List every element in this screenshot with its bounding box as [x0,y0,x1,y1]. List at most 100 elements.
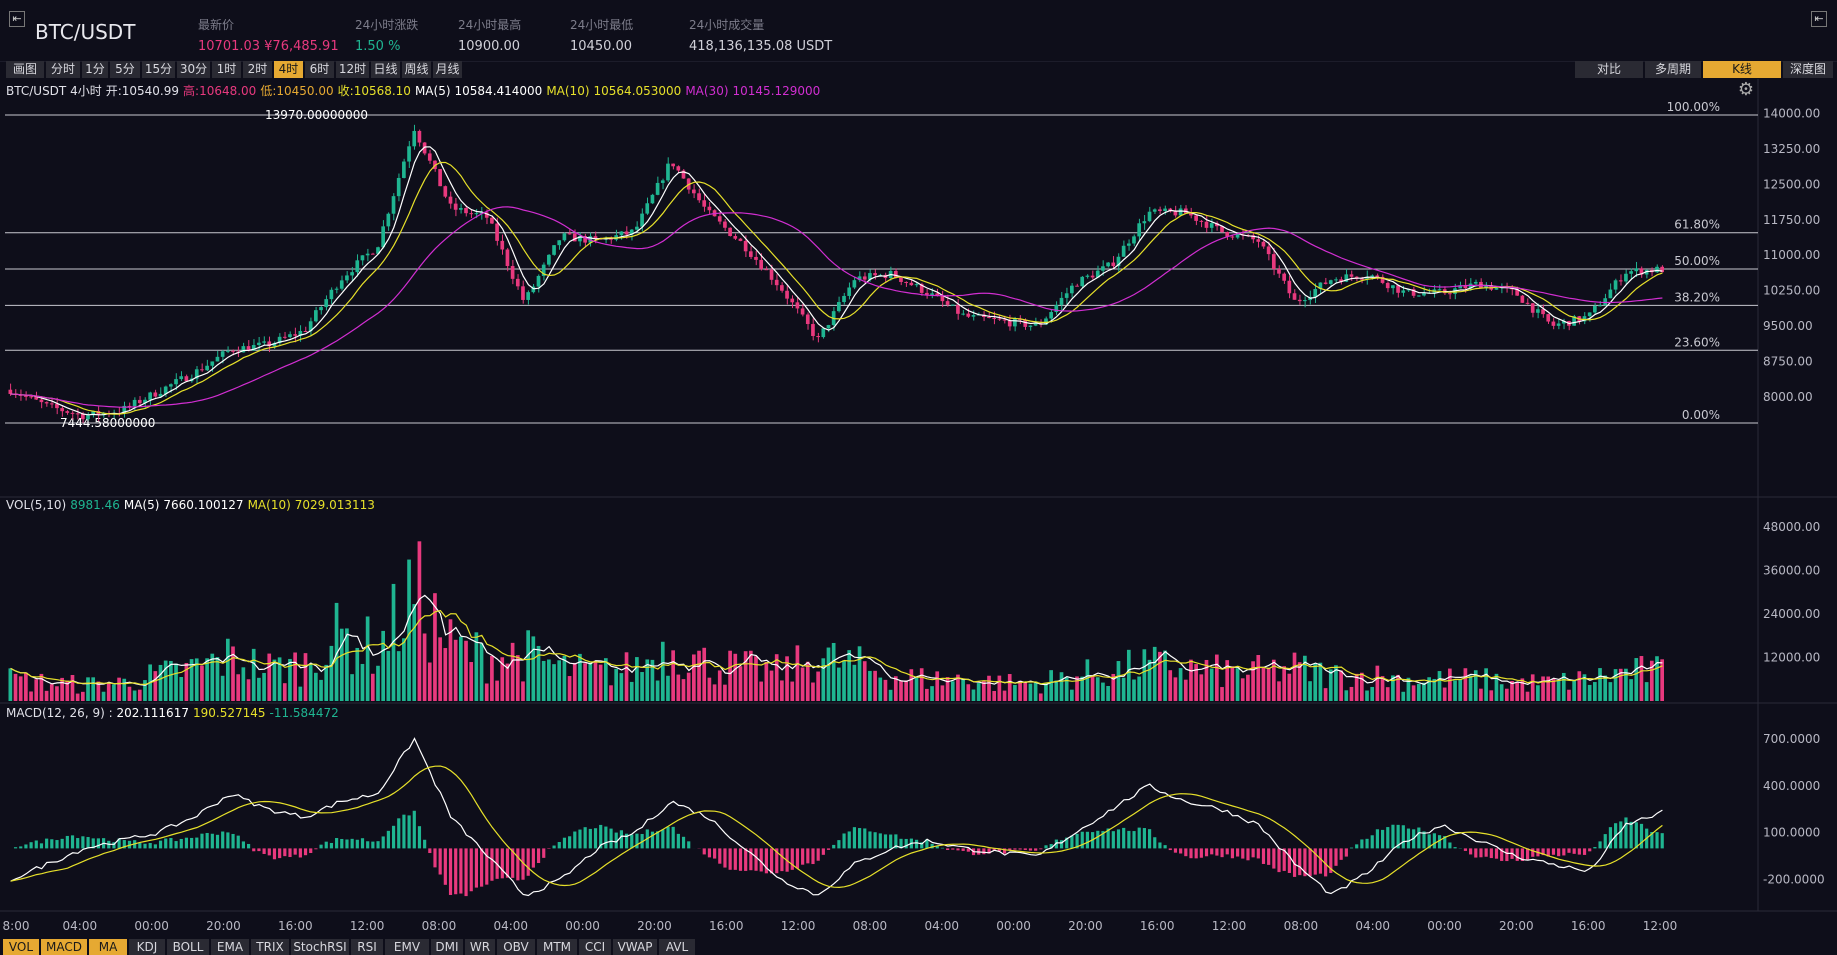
price-tick-label: 11750.00 [1763,213,1820,227]
timeframe-7[interactable]: 2时 [243,61,272,78]
indicator-mtm[interactable]: MTM [537,939,577,955]
volume-bar [1649,660,1654,701]
candle-body [774,279,779,286]
timeframe-4[interactable]: 15分 [142,61,175,78]
candle-body [847,287,852,296]
macd-histogram-bar [863,828,867,849]
indicator-trix[interactable]: TRIX [251,939,289,955]
macd-histogram-bar [174,841,178,849]
timeframe-1[interactable]: 分时 [46,61,80,78]
macd-histogram-bar [842,833,846,849]
kline-chart[interactable]: 14000.00 13250.00 12500.00 11750.00 11000.00… [0,79,1837,937]
macd-histogram-bar [713,848,717,859]
timeframe-11[interactable]: 日线 [371,61,400,78]
max-price-label: 13970.00000000 [265,108,368,122]
candle-body [692,189,696,194]
macd-histogram-bar [992,848,996,851]
macd-histogram-bar [1557,848,1561,857]
macd-histogram-bar [707,848,712,858]
volume-bar [578,653,582,701]
candle-body [453,203,458,210]
volume-bar [443,648,448,701]
volume-bar [1624,668,1628,701]
volume-bar [909,669,914,701]
indicator-rsi[interactable]: RSI [351,939,383,955]
indicator-vol[interactable]: VOL [3,939,39,955]
macd-histogram-bar [1059,840,1064,849]
volume-bar [438,637,442,701]
candle-body [490,217,494,224]
macd-histogram-bar [1484,848,1488,857]
timeframe-12[interactable]: 周线 [402,61,431,78]
macd-histogram-bar [500,848,504,879]
macd-histogram-bar [894,834,898,849]
volume-bar [1453,680,1457,701]
vol-ma5: 7660.100127 [163,498,244,512]
indicator-vwap[interactable]: VWAP [613,939,657,955]
macd-histogram-bar [13,847,18,849]
timeframe-5[interactable]: 30分 [177,61,210,78]
indicator-stochrsi[interactable]: StochRSI [291,939,349,955]
collapse-left-icon[interactable]: ⇤ [9,11,25,27]
indicator-dmi[interactable]: DMI [431,939,463,955]
volume-bar [1608,682,1613,701]
volume-bar [925,688,929,701]
macd-histogram-bar [24,844,28,849]
volume-bar [1644,682,1649,701]
indicator-avl[interactable]: AVL [659,939,695,955]
timeframe-8[interactable]: 4时 [274,61,303,78]
macd-histogram-bar [1277,848,1281,873]
candle-body [215,356,220,362]
timeframe-10[interactable]: 12时 [336,61,369,78]
candle-body [1458,285,1463,289]
indicator-boll[interactable]: BOLL [167,939,209,955]
macd-tick-label: 100.0000 [1763,826,1820,840]
macd-histogram-bar [780,848,784,872]
macd-histogram-bar [158,840,163,849]
timeframe-3[interactable]: 5分 [110,61,140,78]
volume-bar [55,686,59,701]
candle-body [1515,289,1520,296]
indicator-macd[interactable]: MACD [41,939,87,955]
volume-bar [308,664,313,701]
indicator-cci[interactable]: CCI [579,939,611,955]
candle-body [60,408,64,412]
volume-bar [1313,663,1318,701]
candle-body [759,259,764,270]
timeframe-9[interactable]: 6时 [305,61,334,78]
volume-bar [236,674,241,701]
volume-bar [277,657,282,701]
macd-histogram-bar [1204,848,1209,857]
indicator-ma[interactable]: MA [89,939,127,955]
indicator-ema[interactable]: EMA [211,939,249,955]
volume-bar [1328,669,1333,701]
indicator-emv[interactable]: EMV [385,939,429,955]
volume-bar [34,679,39,701]
candle-body [194,369,199,379]
indicator-kdj[interactable]: KDJ [129,939,165,955]
candle-body [334,288,339,290]
candle-body [1225,231,1230,237]
volume-bar [1344,690,1349,701]
price-tick-label: 9500.00 [1763,319,1813,333]
macd-histogram-bar [1106,828,1110,849]
view-tab-3[interactable]: 深度图 [1783,61,1833,78]
candle-body [293,334,297,336]
timeframe-6[interactable]: 1时 [212,61,241,78]
macd-histogram-bar [1381,829,1385,849]
macd-histogram-bar [1370,835,1374,849]
settings-gear-icon[interactable]: ⚙ [1737,79,1755,100]
timeframe-13[interactable]: 月线 [433,61,462,78]
volume-bar [1308,681,1312,701]
indicator-obv[interactable]: OBV [497,939,535,955]
view-tab-0[interactable]: 对比 [1575,61,1643,78]
timeframe-0[interactable]: 画图 [6,61,44,78]
view-tab-2[interactable]: K线 [1703,61,1781,78]
candle-body [681,170,686,179]
timeframe-2[interactable]: 1分 [82,61,108,78]
collapse-right-icon[interactable]: ⇤ [1811,11,1827,27]
view-tab-1[interactable]: 多周期 [1645,61,1701,78]
volume-bar [189,659,194,701]
indicator-wr[interactable]: WR [465,939,495,955]
candle-body [515,278,520,287]
